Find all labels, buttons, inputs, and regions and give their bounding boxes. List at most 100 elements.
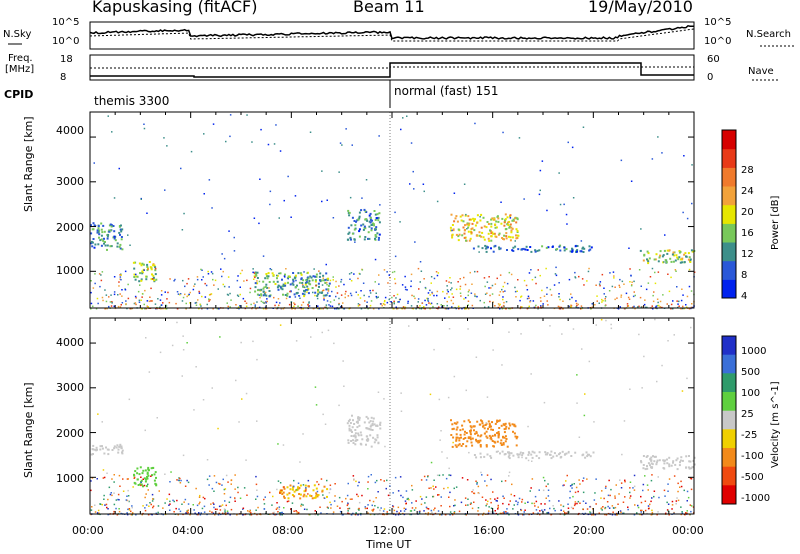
power-cell (436, 200, 439, 203)
velocity-cell (510, 493, 512, 496)
velocity-cell (448, 474, 450, 476)
power-cell (530, 269, 532, 271)
velocity-cell (457, 444, 460, 447)
power-cell (683, 155, 685, 157)
power-cell (162, 307, 164, 310)
power-cell (466, 222, 469, 225)
power-cell (369, 304, 372, 307)
velocity-cell (650, 456, 653, 459)
power-cell (282, 283, 285, 286)
power-cell (97, 225, 100, 228)
velocity-cell (116, 444, 119, 447)
velocity-cell (459, 433, 462, 436)
velocity-cell (349, 422, 352, 424)
velocity-cell (475, 440, 478, 443)
power-cell (596, 295, 598, 297)
velocity-cell (560, 509, 562, 511)
power-cell (104, 308, 106, 310)
power-cell (281, 288, 284, 291)
power-cell (284, 273, 286, 276)
power-cell (537, 269, 539, 271)
velocity-cell (575, 486, 578, 489)
velocity-cell (276, 488, 278, 491)
velocity-cell (485, 444, 488, 447)
velocity-cell (632, 487, 634, 489)
velocity-cell (561, 333, 563, 335)
power-cell (488, 276, 490, 278)
power-cell (454, 217, 457, 220)
power-cell (263, 302, 265, 304)
velocity-cell (504, 440, 507, 443)
velocity-cell (489, 437, 492, 440)
velocity-cell (278, 508, 280, 511)
power-cell (626, 305, 629, 307)
power-cell (242, 297, 245, 300)
velocity-cell (657, 476, 659, 478)
velocity-cell (347, 510, 349, 512)
colorbar-swatch (722, 148, 736, 168)
velocity-cell (612, 511, 614, 513)
velocity-cell (629, 497, 631, 499)
velocity-cell (481, 496, 484, 498)
power-cell (502, 131, 504, 134)
power-cell (531, 279, 534, 281)
power-cell (338, 303, 340, 306)
velocity-cell (348, 427, 351, 430)
power-cell (275, 307, 278, 310)
power-cell (609, 272, 611, 274)
power-cell (430, 302, 433, 305)
power-cell (614, 286, 616, 288)
power-cbar-tick-8: 8 (741, 270, 748, 281)
power-cell (188, 293, 190, 296)
velocity-cell (450, 434, 453, 436)
velocity-cell (503, 431, 506, 434)
sky-panel-frame (89, 21, 695, 50)
power-cell (322, 274, 325, 277)
power-cell (280, 287, 283, 290)
power-cell (143, 269, 145, 271)
velocity-cell (622, 501, 625, 503)
velocity-cell (517, 501, 519, 504)
power-cell (690, 290, 693, 292)
velocity-cell (499, 442, 502, 445)
velocity-cell (147, 489, 149, 491)
velocity-cell (449, 514, 451, 516)
velocity-cell (511, 423, 514, 426)
velocity-cell (622, 512, 624, 514)
power-cell (254, 304, 256, 306)
velocity-cell (496, 497, 499, 499)
power-cell (166, 145, 168, 147)
power-cell (450, 289, 452, 291)
power-cell (373, 224, 375, 227)
velocity-cell (589, 511, 591, 513)
velocity-cell (213, 490, 215, 492)
velocity-cell (512, 508, 514, 510)
power-cell (262, 294, 265, 297)
velocity-cell (405, 508, 407, 510)
velocity-cell (230, 508, 233, 511)
power-cell (98, 273, 101, 275)
velocity-cell (113, 503, 116, 506)
power-cell (406, 289, 408, 291)
power-cell (378, 274, 380, 276)
power-cell (313, 268, 315, 270)
power-cell (348, 307, 350, 310)
power-cell (241, 269, 243, 272)
power-cell (121, 228, 124, 231)
power-cell (340, 305, 342, 308)
power-cell (404, 288, 407, 291)
power-cell (539, 274, 541, 277)
velocity-cell (640, 513, 643, 516)
power-cell (682, 307, 684, 310)
velocity-cell (485, 499, 487, 501)
power-cell (253, 272, 256, 274)
power-cell (659, 250, 662, 253)
velocity-cell (560, 504, 562, 506)
power-cell (547, 304, 549, 306)
power-cell (467, 291, 470, 293)
velocity-cell (372, 417, 375, 420)
power-cell (195, 302, 197, 304)
power-cell (260, 300, 263, 303)
velocity-cell (283, 495, 285, 498)
power-cell (384, 296, 387, 299)
